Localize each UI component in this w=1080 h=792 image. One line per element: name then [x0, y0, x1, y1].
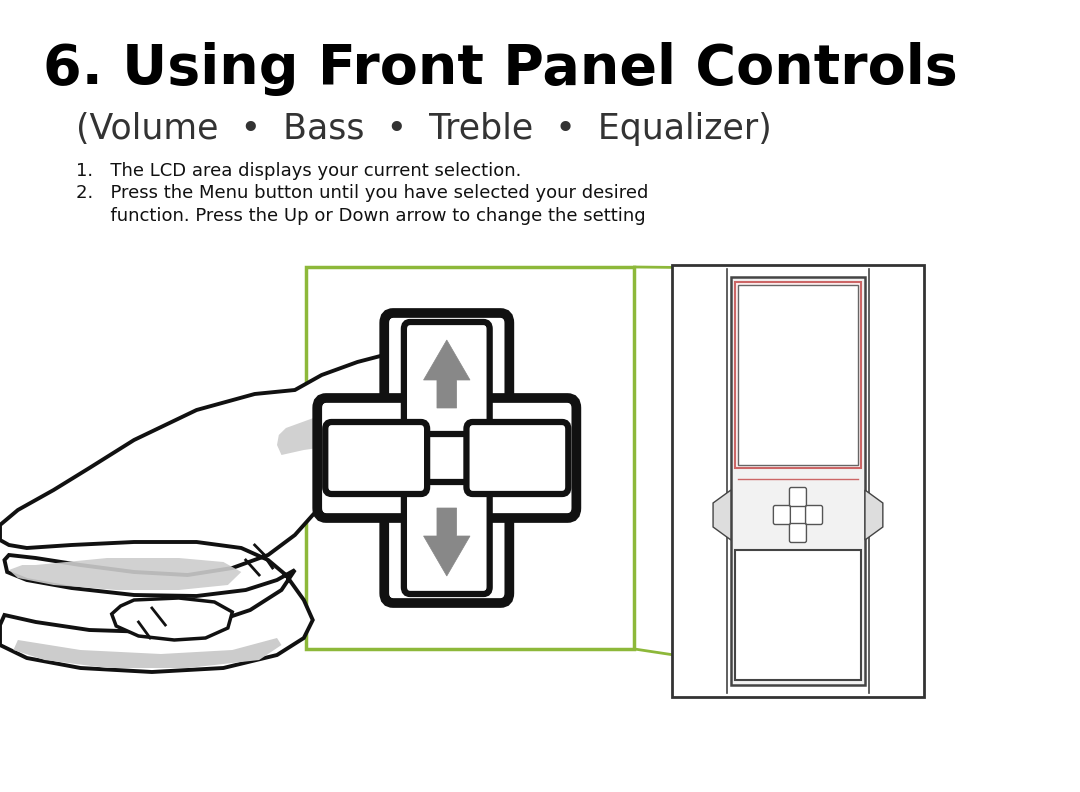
Text: 1.   The LCD area displays your current selection.: 1. The LCD area displays your current se… — [76, 162, 522, 180]
Polygon shape — [423, 508, 470, 576]
FancyBboxPatch shape — [318, 398, 577, 518]
Text: 6. Using Front Panel Controls: 6. Using Front Panel Controls — [43, 42, 958, 96]
Bar — [731, 277, 865, 685]
Polygon shape — [423, 340, 470, 408]
Polygon shape — [453, 342, 495, 384]
FancyBboxPatch shape — [806, 505, 823, 524]
Bar — [306, 267, 634, 649]
Bar — [734, 550, 862, 680]
Polygon shape — [111, 598, 232, 640]
Text: function. Press the Up or Down arrow to change the setting: function. Press the Up or Down arrow to … — [76, 207, 646, 225]
FancyBboxPatch shape — [789, 505, 807, 524]
Polygon shape — [713, 490, 731, 540]
Bar — [738, 285, 858, 465]
FancyBboxPatch shape — [789, 524, 807, 543]
FancyBboxPatch shape — [773, 505, 791, 524]
Polygon shape — [9, 558, 241, 590]
FancyBboxPatch shape — [384, 313, 510, 603]
Polygon shape — [865, 490, 882, 540]
FancyBboxPatch shape — [404, 482, 489, 594]
Polygon shape — [276, 408, 393, 455]
Text: 2.   Press the Menu button until you have selected your desired: 2. Press the Menu button until you have … — [76, 184, 648, 202]
FancyBboxPatch shape — [467, 422, 568, 494]
FancyBboxPatch shape — [404, 322, 489, 434]
Bar — [735, 282, 861, 468]
Bar — [672, 265, 924, 697]
Polygon shape — [0, 340, 494, 672]
Polygon shape — [13, 638, 282, 668]
FancyBboxPatch shape — [789, 488, 807, 507]
FancyBboxPatch shape — [325, 422, 427, 494]
Text: (Volume  •  Bass  •  Treble  •  Equalizer): (Volume • Bass • Treble • Equalizer) — [76, 112, 772, 146]
